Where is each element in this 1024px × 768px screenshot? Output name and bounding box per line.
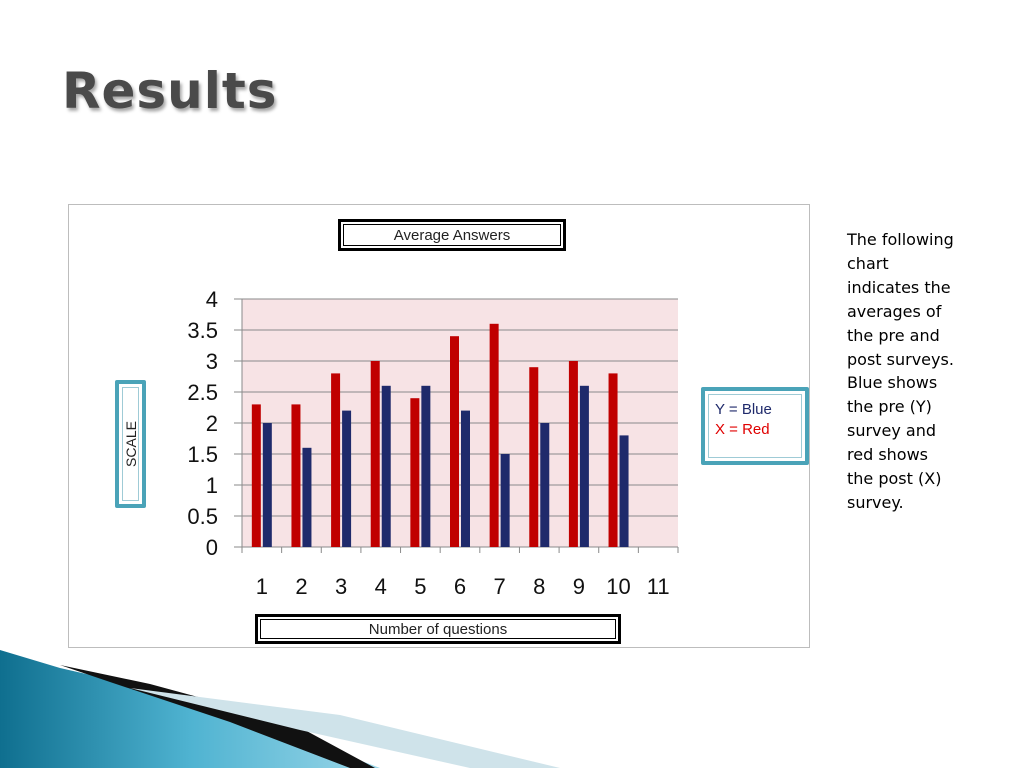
blue-bar-9 bbox=[579, 385, 589, 547]
chart-title: Average Answers bbox=[343, 224, 561, 246]
y-tick-label: 3.5 bbox=[187, 318, 218, 343]
red-bar-5 bbox=[410, 398, 420, 547]
red-bar-9 bbox=[568, 361, 578, 547]
x-tick-label: 9 bbox=[573, 574, 585, 599]
blue-bar-7 bbox=[500, 454, 510, 547]
x-tick-label: 7 bbox=[494, 574, 506, 599]
x-tick-label: 3 bbox=[335, 574, 347, 599]
blue-bar-2 bbox=[302, 447, 312, 547]
y-tick-label: 2 bbox=[206, 411, 218, 436]
red-bar-7 bbox=[489, 323, 499, 547]
y-axis-label-box: SCALE bbox=[115, 380, 146, 508]
y-tick-label: 2.5 bbox=[187, 380, 218, 405]
x-tick-label: 4 bbox=[375, 574, 387, 599]
x-tick-label: 11 bbox=[647, 574, 670, 599]
x-tick-label: 2 bbox=[295, 574, 307, 599]
x-tick-label: 1 bbox=[256, 574, 268, 599]
y-tick-label: 3 bbox=[206, 349, 218, 374]
y-tick-label: 4 bbox=[206, 287, 218, 312]
blue-bar-3 bbox=[342, 410, 352, 547]
blue-bar-5 bbox=[421, 385, 431, 547]
y-tick-label: 1.5 bbox=[187, 442, 218, 467]
red-bar-3 bbox=[331, 373, 341, 547]
legend-entry-red: X = Red bbox=[715, 421, 770, 438]
x-tick-label: 6 bbox=[454, 574, 466, 599]
red-bar-10 bbox=[608, 373, 618, 547]
bar-chart: 0 0.5 1 1.5 2 2.5 3 3.5 4 1 2 3 4 5 6 7 8 9 10 11 bbox=[187, 287, 679, 599]
x-tick-label: 10 bbox=[606, 574, 630, 599]
red-bar-2 bbox=[291, 404, 301, 547]
x-tick-label: 5 bbox=[414, 574, 426, 599]
x-axis-label-box: Number of questions bbox=[255, 614, 621, 644]
red-bar-1 bbox=[251, 404, 261, 547]
blue-bar-1 bbox=[262, 423, 272, 547]
x-tick-label: 8 bbox=[533, 574, 545, 599]
chart-frame: Average Answers SCALE 0 0.5 1 1.5 2 2.5 3 3.5 4 1… bbox=[68, 204, 810, 648]
slide-title: Results bbox=[62, 62, 278, 120]
blue-bar-10 bbox=[619, 435, 629, 547]
blue-bar-4 bbox=[381, 385, 391, 547]
red-bar-6 bbox=[450, 336, 459, 547]
legend-entry-blue: Y = Blue bbox=[715, 401, 772, 418]
x-axis-label: Number of questions bbox=[260, 619, 616, 639]
blue-bar-8 bbox=[540, 423, 550, 547]
slide-caption: The following chart indicates the averag… bbox=[847, 230, 954, 512]
blue-bar-6 bbox=[461, 410, 470, 547]
chart-title-box: Average Answers bbox=[338, 219, 566, 251]
y-tick-label: 1 bbox=[206, 473, 218, 498]
legend: Y = Blue X = Red bbox=[701, 387, 809, 465]
red-bar-8 bbox=[529, 367, 539, 547]
y-tick-label: 0.5 bbox=[187, 504, 218, 529]
red-bar-4 bbox=[370, 361, 380, 547]
y-tick-label: 0 bbox=[206, 535, 218, 560]
